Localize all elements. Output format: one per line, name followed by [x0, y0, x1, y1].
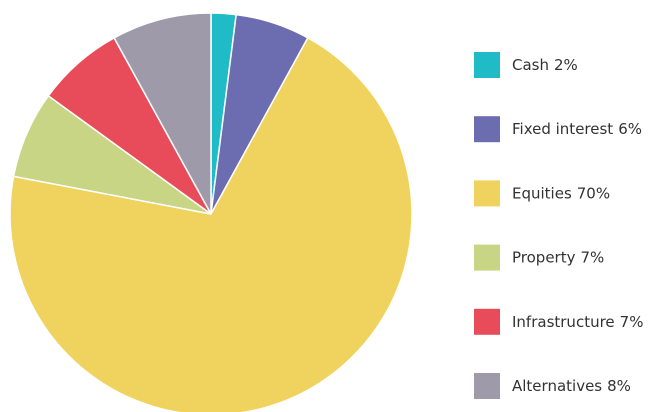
pie-slice: [113, 12, 212, 215]
legend-swatch: [474, 373, 500, 399]
legend-name: Infrastructure: [512, 312, 615, 330]
legend-name: Alternatives: [512, 377, 602, 395]
legend-value: 6%: [618, 120, 642, 138]
legend-swatch: [474, 180, 500, 207]
pie-slice: [9, 36, 413, 412]
legend-value: 7%: [580, 248, 604, 266]
legend-value: 70%: [577, 184, 610, 202]
legend-label: Fixed interest 6%: [512, 120, 642, 138]
legend-label: Infrastructure 7%: [512, 312, 643, 330]
legend-value: 7%: [620, 312, 644, 330]
legend-swatch: [474, 308, 500, 335]
legend-name: Fixed interest: [512, 120, 613, 138]
legend-label: Alternatives 8%: [512, 377, 631, 395]
legend-swatch: [474, 116, 500, 143]
legend-value: 2%: [554, 56, 578, 74]
legend-value: 8%: [607, 377, 631, 395]
legend-label: Equities 70%: [512, 184, 610, 202]
legend-label: Cash 2%: [512, 56, 578, 74]
legend-name: Cash: [512, 56, 549, 74]
legend-swatch: [474, 244, 500, 271]
legend-name: Equities: [512, 184, 572, 202]
legend-label: Property 7%: [512, 248, 604, 266]
legend-name: Property: [512, 248, 576, 266]
legend-swatch: [474, 52, 500, 78]
